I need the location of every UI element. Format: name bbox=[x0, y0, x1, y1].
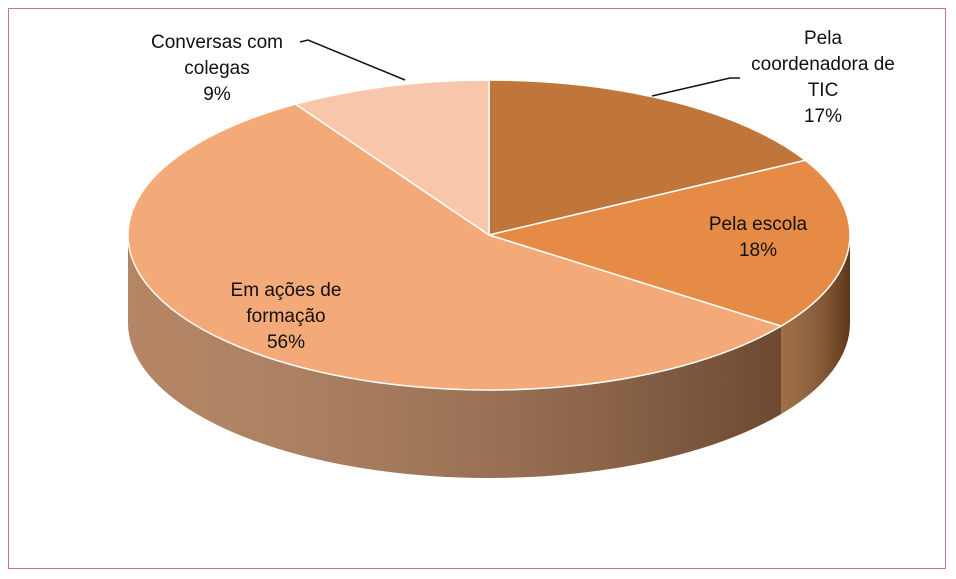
pie-slice bbox=[486, 159, 851, 327]
chart-frame bbox=[8, 8, 946, 569]
value-label: 18% bbox=[738, 240, 778, 261]
category-label: Pela escola bbox=[708, 214, 808, 235]
value-label: 56% bbox=[266, 332, 306, 353]
leader-line bbox=[651, 77, 740, 97]
value-label: 9% bbox=[203, 84, 231, 105]
category-label: Conversas com colegas bbox=[151, 32, 283, 79]
pie-slice bbox=[293, 79, 490, 237]
leader-line bbox=[299, 39, 406, 81]
pie-slice bbox=[488, 79, 808, 236]
data-label: Pela escola 18% bbox=[678, 212, 838, 264]
category-label: Em ações de formação bbox=[230, 280, 342, 327]
data-label: Pela coordenadora de TIC 17% bbox=[748, 26, 898, 130]
data-label: Conversas com colegas 9% bbox=[127, 30, 307, 108]
pie-slice bbox=[127, 103, 783, 391]
pie-tops bbox=[127, 79, 851, 391]
category-label: Pela coordenadora de TIC bbox=[751, 28, 895, 101]
pie-side-shade bbox=[781, 235, 850, 415]
pie-side-shade bbox=[128, 235, 782, 478]
data-label: Em ações de formação 56% bbox=[211, 278, 361, 356]
value-label: 17% bbox=[803, 106, 843, 127]
pie-sides bbox=[128, 235, 850, 478]
